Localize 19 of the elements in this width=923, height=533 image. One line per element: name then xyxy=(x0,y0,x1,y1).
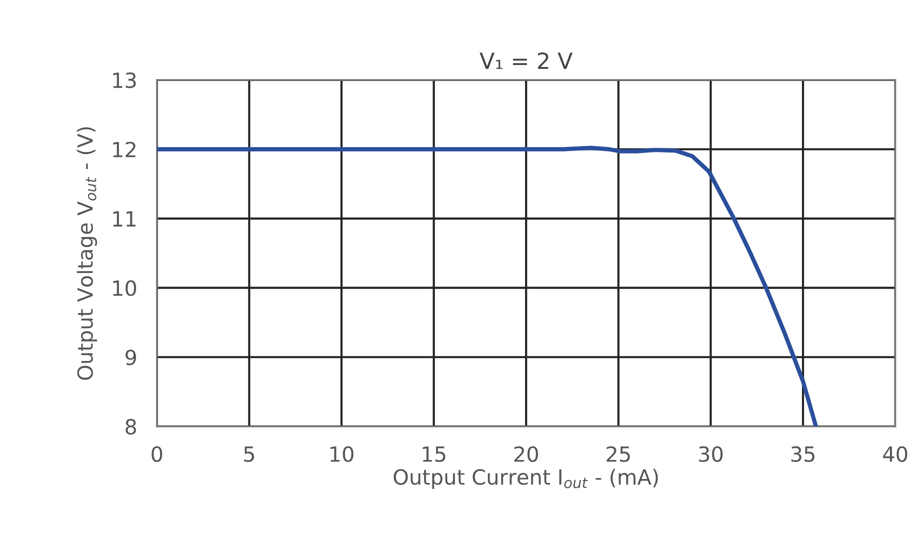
x-tick-label: 15 xyxy=(422,446,446,462)
x-tick-label: 0 xyxy=(152,446,162,462)
chart-title: V₁ = 2 V xyxy=(480,52,573,69)
x-tick-label: 10 xyxy=(330,446,354,462)
y-tick-label: 10 xyxy=(113,280,136,296)
x-tick-label: 40 xyxy=(883,446,908,462)
x-axis-title: Output Current I$_{out}$ - (mA) xyxy=(394,468,658,489)
y-tick-label: 13 xyxy=(113,72,136,88)
y-tick-label: 11 xyxy=(113,211,136,226)
x-tick-label: 20 xyxy=(514,446,538,462)
x-tick-label: 35 xyxy=(791,446,814,462)
x-tick-label: 30 xyxy=(699,446,723,462)
y-tick-label: 8 xyxy=(126,418,136,435)
y-tick-label: 9 xyxy=(126,350,136,366)
x-tick-label: 25 xyxy=(606,446,630,462)
y-tick-label: 12 xyxy=(113,142,136,158)
x-tick-label: 5 xyxy=(244,446,254,462)
y-axis-title: Output Voltage V$_{out}$ - (V) xyxy=(76,127,98,380)
line-series xyxy=(156,146,818,426)
